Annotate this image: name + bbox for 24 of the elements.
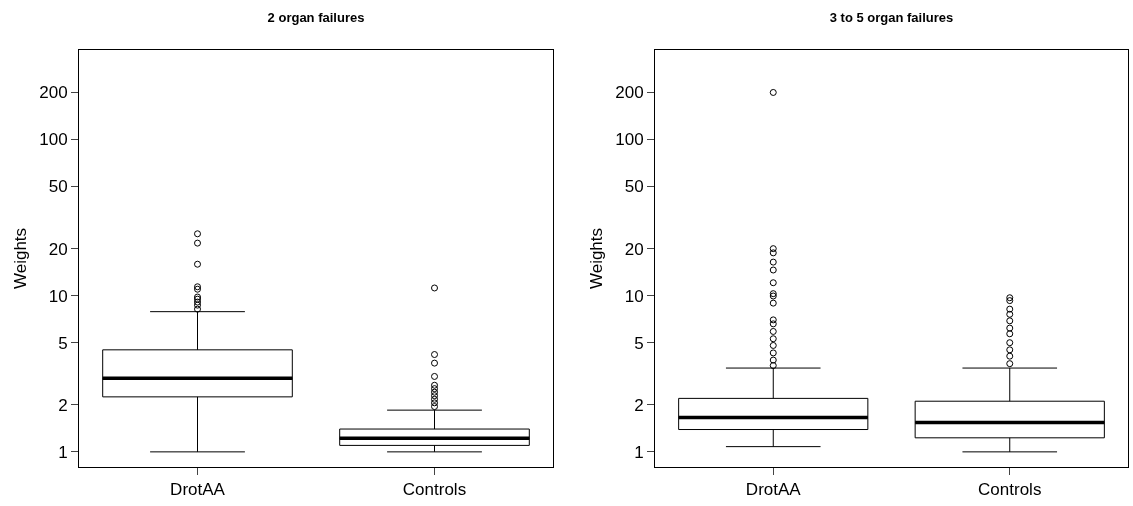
y-tick-label: 20: [624, 239, 644, 259]
x-tick-label: DrotAA: [170, 480, 226, 500]
chart-title: 2 organ failures: [267, 10, 365, 26]
y-tick-label: 10: [624, 286, 644, 306]
y-tick-label: 50: [624, 177, 644, 197]
x-tick-label: Controls: [978, 480, 1042, 500]
y-tick-label: 1: [634, 442, 644, 462]
x-tick-label: Controls: [402, 480, 467, 500]
y-tick-label: 20: [48, 239, 68, 259]
y-axis-title: Weights: [586, 227, 606, 290]
y-tick-label: 200: [615, 83, 644, 103]
y-axis-title: Weights: [10, 227, 30, 290]
y-tick-label: 2: [634, 395, 644, 415]
y-tick-label: 2: [58, 395, 68, 415]
x-tick-label: DrotAA: [745, 480, 802, 500]
y-tick-label: 100: [615, 130, 644, 150]
chart-title: 3 to 5 organ failures: [829, 10, 954, 26]
y-tick-label: 10: [48, 286, 68, 306]
y-tick-label: 50: [48, 177, 68, 197]
y-tick-label: 5: [58, 333, 68, 353]
y-tick-label: 100: [39, 130, 68, 150]
y-tick-label: 1: [58, 442, 68, 462]
y-tick-label: 5: [634, 333, 644, 353]
y-tick-label: 200: [39, 83, 68, 103]
